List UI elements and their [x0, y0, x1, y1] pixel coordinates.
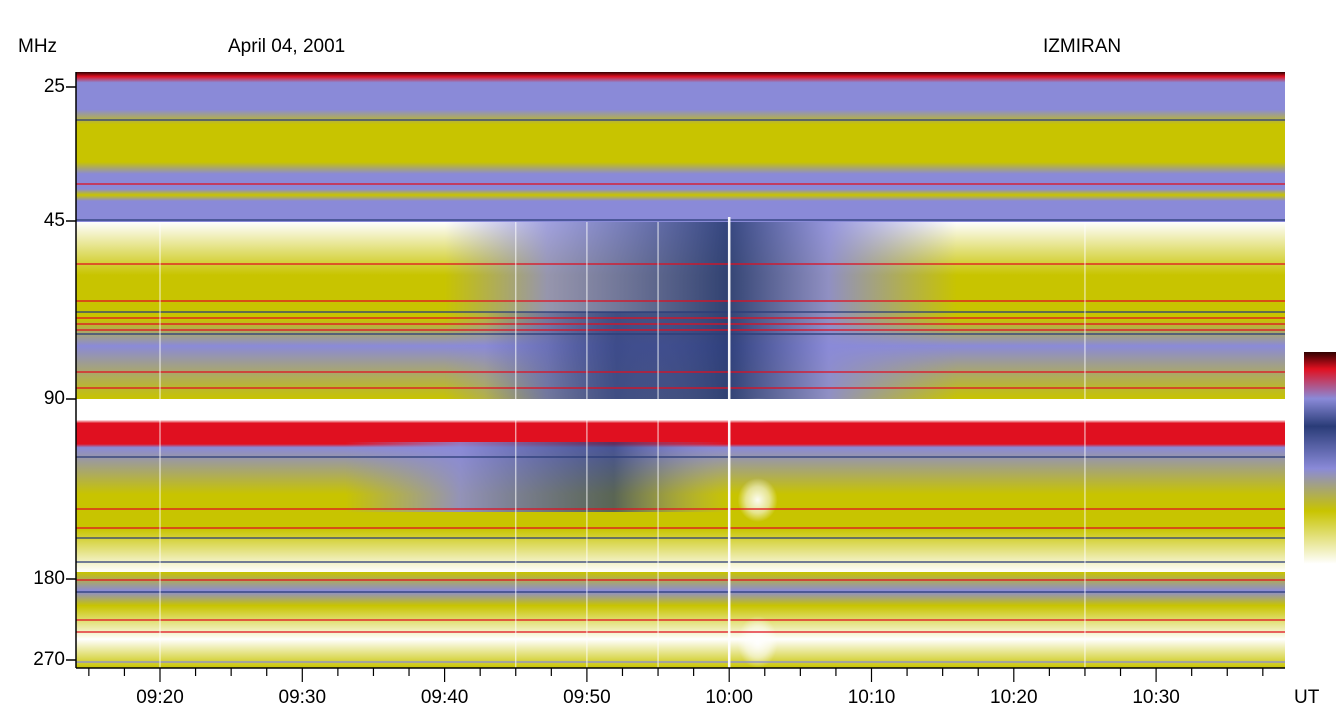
white-patch-2 [737, 478, 778, 522]
y-tick-label-270: 270 [33, 649, 65, 670]
chart-date-title: April 04, 2001 [228, 36, 346, 57]
white-patch-3 [737, 616, 778, 668]
spectrogram-plot [76, 72, 1285, 668]
band-gap [76, 399, 1285, 419]
colorbar [1304, 352, 1336, 564]
time-unit-label: UT [1294, 687, 1320, 708]
colorbar-gradient [1304, 352, 1336, 564]
burst-45-90-core [484, 312, 750, 399]
x-tick-label-1030: 10:30 [1132, 687, 1180, 708]
x-tick-label-0930: 09:30 [278, 687, 327, 708]
x-tick-label-0950: 09:50 [563, 687, 611, 708]
y-tick-label-25: 25 [43, 76, 65, 97]
x-tick-label-1000: 10:00 [705, 687, 753, 708]
band-25-45 [76, 72, 1285, 222]
frequency-unit-label: MHz [18, 36, 58, 57]
y-tick-label-45: 45 [43, 210, 65, 231]
x-tick-label-1020: 10:20 [990, 687, 1038, 708]
x-tick-label-0920: 09:20 [136, 687, 184, 708]
burst-90-180 [344, 442, 730, 512]
y-tick-label-90: 90 [43, 388, 65, 409]
x-tick-label-1010: 10:10 [847, 687, 896, 708]
x-tick-label-0940: 09:40 [420, 687, 469, 708]
y-tick-label-180: 180 [33, 568, 65, 589]
observatory-label: IZMIRAN [1043, 36, 1122, 57]
